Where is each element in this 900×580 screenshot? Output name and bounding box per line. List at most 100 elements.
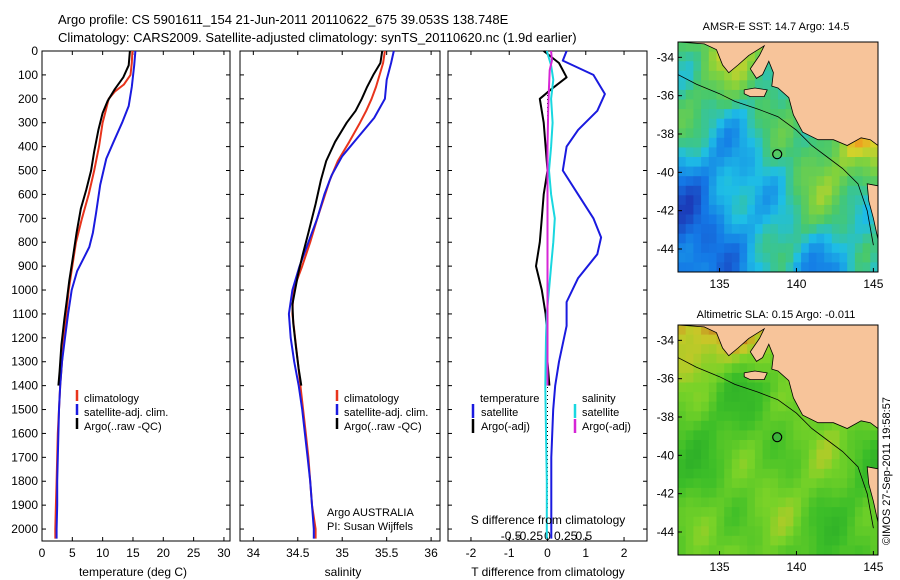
map-cell [770, 535, 779, 546]
map-cell [854, 507, 864, 518]
map-cell [870, 430, 878, 441]
map-cell [685, 526, 694, 537]
map-cell [762, 526, 771, 537]
map-cell [831, 430, 841, 441]
map-cell [778, 401, 787, 412]
map-cell [708, 51, 718, 62]
map-cell [778, 487, 787, 499]
map-cell [731, 478, 741, 489]
map-cell [724, 516, 733, 527]
map-cell [701, 507, 710, 518]
y-tick-label: 1900 [11, 498, 38, 512]
legend-satellite: satellite-adj. clim. [344, 407, 428, 419]
y-tick-label: -44 [657, 242, 675, 256]
map-cell [754, 128, 764, 139]
map-cell [785, 440, 794, 451]
map-cell [747, 157, 756, 168]
map-cell [708, 147, 718, 158]
map-cell [724, 372, 733, 384]
map-cell [778, 526, 787, 537]
map-cell [739, 176, 748, 187]
map-cell [847, 224, 856, 235]
map-cell [808, 459, 818, 470]
map-cell [862, 430, 871, 441]
map-cell [708, 372, 718, 384]
map-cell [862, 233, 871, 244]
map-frame [677, 324, 879, 556]
map-cell [793, 214, 802, 225]
legend-salinity-head: salinity [582, 393, 616, 405]
map-cell [839, 478, 848, 489]
map-cell [685, 137, 694, 148]
map-cell [831, 233, 841, 244]
map-cell [701, 157, 710, 168]
map-cell [693, 487, 702, 499]
map-cell [793, 118, 802, 129]
sst-map-panel: AMSR-E SST: 14.7 Argo: 14.5 135 140 145 -34… [657, 21, 884, 291]
map-cell [762, 109, 771, 120]
map-cell [854, 176, 864, 187]
map-cell [701, 51, 710, 62]
map-cell [847, 185, 856, 196]
map-cell [693, 89, 702, 101]
map-cell [870, 459, 878, 470]
map-cell [862, 507, 871, 518]
map-cell [801, 516, 810, 527]
map-cell [685, 157, 694, 168]
map-cell [701, 430, 710, 441]
map-cell [854, 430, 864, 441]
map-cell [708, 204, 718, 216]
map-cell [708, 545, 718, 555]
map-cell [693, 195, 702, 206]
map-cell [816, 252, 825, 263]
map-cell [808, 157, 818, 168]
map-cell [754, 252, 764, 263]
map-cell [854, 459, 864, 470]
map-cell [708, 157, 718, 168]
map-cell [801, 176, 810, 187]
map-cell [793, 459, 802, 470]
map-cell [831, 137, 841, 148]
map-cell [785, 99, 794, 110]
map-cell [762, 516, 771, 527]
map-cell [801, 468, 810, 479]
map-cell [824, 214, 833, 225]
map-cell [693, 252, 702, 263]
map-cell [793, 262, 802, 272]
map-cell [808, 147, 818, 158]
y-tick-label: 1500 [11, 403, 38, 417]
map-cell [678, 334, 687, 345]
map-cell [808, 224, 818, 235]
map-cell [685, 42, 694, 53]
map-cell [685, 166, 694, 177]
x-tick-label: 20 [157, 546, 171, 560]
map-cell [793, 449, 802, 460]
map-cell [724, 137, 733, 148]
map-cell [747, 109, 756, 120]
map-cell [762, 99, 771, 110]
map-cell [701, 224, 710, 235]
y-tick-label: -36 [657, 89, 675, 103]
map-cell [708, 459, 718, 470]
map-cell [716, 262, 725, 272]
map-cell [770, 392, 779, 403]
map-cell [678, 109, 687, 120]
map-cell [808, 535, 818, 546]
map-cell [747, 334, 756, 345]
map-cell [785, 392, 794, 403]
map-cell [701, 325, 710, 336]
map-cell [716, 166, 725, 177]
map-cell [685, 214, 694, 225]
map-cell [762, 185, 771, 196]
map-cell [724, 157, 733, 168]
map-cell [678, 411, 687, 422]
map-cell [747, 128, 756, 139]
x-tick-label: 1 [582, 546, 589, 560]
map-cell [839, 195, 848, 206]
land [678, 42, 878, 147]
map-cell [870, 224, 878, 235]
map-cell [785, 252, 794, 263]
map-cell [701, 262, 710, 272]
map-cell [847, 176, 856, 187]
float-marker [772, 149, 783, 160]
